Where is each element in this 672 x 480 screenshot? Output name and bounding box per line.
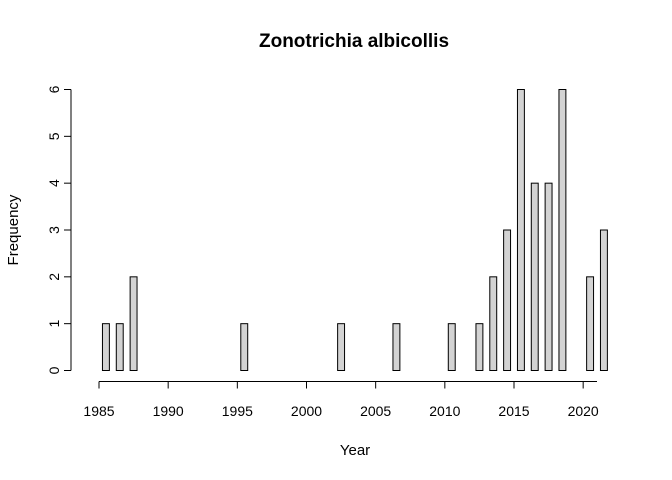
bar-2013 (489, 276, 498, 371)
bar-2018 (558, 89, 567, 371)
x-tick-label: 2015 (498, 403, 529, 419)
x-axis: 1985 1990 1995 2000 2005 2010 2015 2020 (83, 381, 599, 419)
x-tick-label: 1985 (83, 403, 114, 419)
bar-2017 (544, 182, 553, 371)
chart-title: Zonotrichia albicollis (259, 31, 449, 52)
y-tick-label: 5 (46, 132, 62, 140)
y-axis-label: Frequency (5, 194, 22, 265)
x-tick-label: 2000 (291, 403, 322, 419)
x-tick-label: 2010 (429, 403, 460, 419)
bars-group (101, 89, 608, 372)
bar-2020 (586, 276, 595, 371)
bar-2016 (530, 182, 539, 371)
bar-1995 (240, 323, 249, 372)
y-axis: 0 1 2 3 4 5 6 (46, 85, 71, 374)
bar-1986 (115, 323, 124, 372)
bar-2021 (599, 229, 608, 371)
bar-1985 (101, 323, 110, 372)
y-tick-label: 4 (46, 179, 62, 187)
bar-2006 (392, 323, 401, 372)
x-tick-label: 2020 (568, 403, 599, 419)
bar-1987 (129, 276, 138, 371)
y-tick-label: 2 (46, 273, 62, 281)
y-tick-label: 6 (46, 85, 62, 93)
x-tick-label: 1990 (153, 403, 184, 419)
bar-2014 (503, 229, 512, 371)
x-tick-label: 1995 (222, 403, 253, 419)
x-tick-label: 2005 (360, 403, 391, 419)
y-tick-label: 0 (46, 366, 62, 374)
bar-2002 (337, 323, 346, 372)
bar-2012 (475, 323, 484, 372)
y-tick-label: 3 (46, 226, 62, 234)
x-axis-label: Year (340, 442, 370, 459)
bar-2010 (447, 323, 456, 372)
bar-2015 (516, 89, 525, 371)
y-tick-label: 1 (46, 320, 62, 328)
